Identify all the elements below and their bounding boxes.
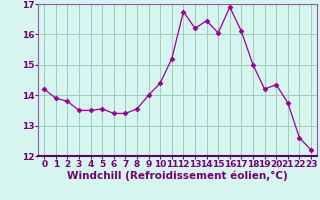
X-axis label: Windchill (Refroidissement éolien,°C): Windchill (Refroidissement éolien,°C)	[67, 171, 288, 181]
